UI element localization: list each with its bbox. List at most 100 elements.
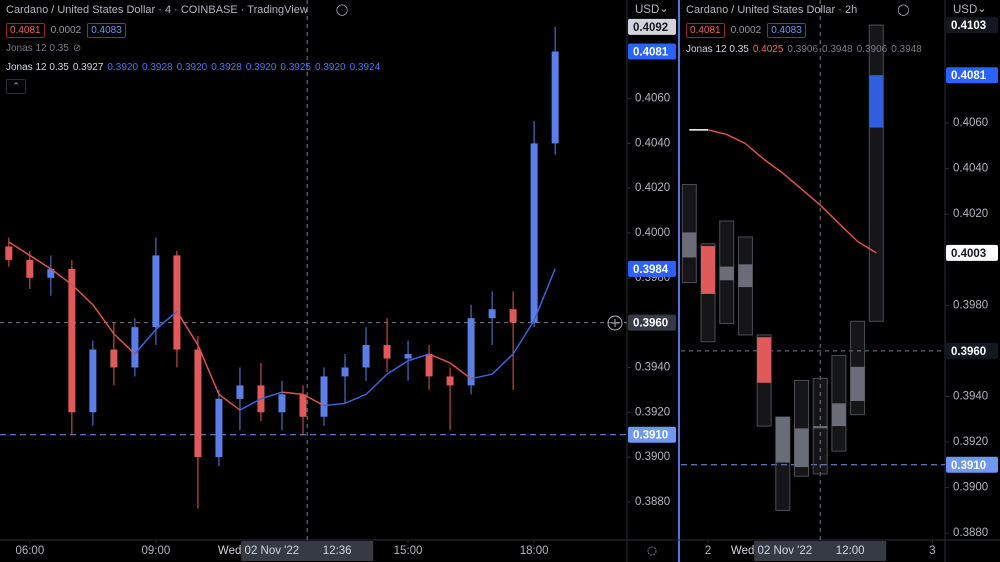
price-tag-label: 0.3984 bbox=[633, 264, 669, 276]
y-tick-label: 0.4040 bbox=[635, 137, 670, 149]
indicator-value: 0.3948 bbox=[822, 44, 853, 55]
price-tag-label: 0.3910 bbox=[951, 460, 986, 472]
price-tag-label: 0.3910 bbox=[633, 430, 668, 442]
candle-body bbox=[467, 318, 475, 386]
ma-segment bbox=[428, 353, 451, 364]
y-tick-label: 0.4060 bbox=[635, 93, 670, 105]
y-tick-label: 0.4040 bbox=[953, 163, 988, 175]
price-tag bbox=[946, 67, 998, 84]
candle bbox=[236, 367, 244, 431]
candle-body bbox=[813, 426, 828, 429]
ask[interactable]: 0.4083 bbox=[767, 23, 806, 38]
ma-segment bbox=[512, 320, 535, 355]
candle bbox=[194, 336, 202, 509]
candle-body bbox=[26, 259, 34, 278]
candle bbox=[446, 367, 454, 431]
y-tick-label: 0.3920 bbox=[635, 406, 670, 418]
ma-segment bbox=[71, 284, 94, 306]
crosshair-time: 12:36 bbox=[323, 545, 352, 557]
bid[interactable]: 0.4081 bbox=[6, 23, 45, 38]
indicator-value: 0.3928 bbox=[211, 62, 242, 73]
indicator-name: Jonas 12 0.35 bbox=[6, 43, 69, 54]
indicator-name: Jonas 12 0.35 bbox=[6, 62, 69, 73]
indicator-value: 0.3906 bbox=[787, 44, 819, 55]
candle bbox=[737, 236, 753, 336]
ma-segment bbox=[281, 391, 304, 396]
ma-segment bbox=[449, 362, 472, 380]
settings-button[interactable] bbox=[647, 546, 657, 556]
candle bbox=[152, 237, 160, 346]
indicator-value: 0.3906 bbox=[856, 44, 888, 55]
candle-body bbox=[757, 337, 772, 383]
symbol-title: Cardano / United States Dollar · 2h ◯ bbox=[686, 3, 910, 17]
ma-segment bbox=[838, 222, 859, 243]
candle-body bbox=[5, 246, 13, 260]
crosshair-time-box bbox=[754, 541, 887, 561]
ma-segment bbox=[491, 353, 514, 375]
currency-caret: ⌄ bbox=[659, 3, 669, 15]
candle bbox=[794, 380, 810, 477]
y-tick-label: 0.3880 bbox=[635, 496, 670, 508]
y-tick-label: 0.3880 bbox=[953, 527, 988, 539]
candle bbox=[47, 255, 55, 296]
candle-body bbox=[299, 394, 307, 417]
price-tag bbox=[946, 456, 998, 473]
crosshair-add-button[interactable] bbox=[607, 315, 623, 331]
ma-segment bbox=[92, 304, 115, 335]
icon bbox=[607, 315, 623, 331]
indicator-value: 0.4025 bbox=[752, 44, 784, 55]
ma-segment bbox=[386, 360, 409, 375]
ask[interactable]: 0.4083 bbox=[87, 23, 126, 38]
candle-range bbox=[812, 377, 828, 475]
candle bbox=[131, 318, 139, 377]
candle-body bbox=[775, 416, 790, 463]
y-tick-label: 0.4020 bbox=[635, 182, 670, 194]
ma-segment bbox=[260, 391, 283, 400]
ma-segment bbox=[533, 268, 556, 321]
candle-body bbox=[738, 264, 753, 288]
candle bbox=[551, 26, 559, 155]
candle bbox=[68, 259, 76, 435]
hidden-indicator: Jonas 12 0.35 ⊘ bbox=[6, 43, 81, 54]
bid[interactable]: 0.4081 bbox=[686, 23, 725, 38]
x-tick-label: 18:00 bbox=[520, 545, 549, 557]
indicator: Jonas 12 0.35 0.4025 0.3906 0.3948 0.3906 0.… bbox=[686, 44, 922, 55]
candle-body bbox=[719, 266, 734, 281]
candle-body bbox=[831, 403, 846, 427]
candle-body bbox=[215, 398, 223, 458]
crosshair-time: 12:00 bbox=[836, 545, 865, 557]
quote: 0.4081 0.0002 0.4083 bbox=[686, 23, 806, 38]
eye-off-icon[interactable]: ◯ bbox=[335, 4, 349, 16]
indicator-value: 0.3928 bbox=[142, 62, 173, 73]
eye-off-icon[interactable]: ⊘ bbox=[72, 43, 82, 54]
candle bbox=[868, 24, 884, 322]
candle bbox=[26, 250, 34, 290]
ma-segment bbox=[134, 328, 157, 355]
price-tag-label: 0.4081 bbox=[951, 70, 987, 82]
candle-body bbox=[173, 255, 181, 350]
indicator-value: 0.3927 bbox=[72, 62, 104, 73]
ma-segment bbox=[50, 268, 73, 286]
y-tick-label: 0.3900 bbox=[953, 482, 988, 494]
candle-body bbox=[794, 428, 809, 468]
y-tick-label: 0.3920 bbox=[953, 436, 988, 448]
price-tag-label: 0.4103 bbox=[951, 20, 986, 32]
candle-body bbox=[383, 345, 391, 359]
ma-segment bbox=[197, 344, 220, 395]
symbol-title: Cardano / United States Dollar · 4 · COI… bbox=[6, 3, 349, 17]
candle-body bbox=[682, 232, 697, 258]
ma-segment bbox=[218, 393, 241, 411]
eye-off-icon[interactable]: ◯ bbox=[897, 4, 910, 16]
ma-segment bbox=[470, 373, 493, 380]
indicator-value: 0.3925 bbox=[280, 62, 311, 73]
crosshair-date: Wed 02 Nov '22 bbox=[218, 545, 299, 557]
ma-segment bbox=[8, 241, 31, 257]
candle-body bbox=[530, 143, 538, 323]
crosshair-time-box bbox=[241, 541, 374, 561]
price-tag bbox=[628, 314, 676, 331]
ma-segment bbox=[763, 158, 784, 174]
price-tag-label: 0.3960 bbox=[633, 318, 668, 330]
collapse-button[interactable]: ⌃ bbox=[6, 79, 26, 94]
candle-body bbox=[850, 366, 865, 402]
